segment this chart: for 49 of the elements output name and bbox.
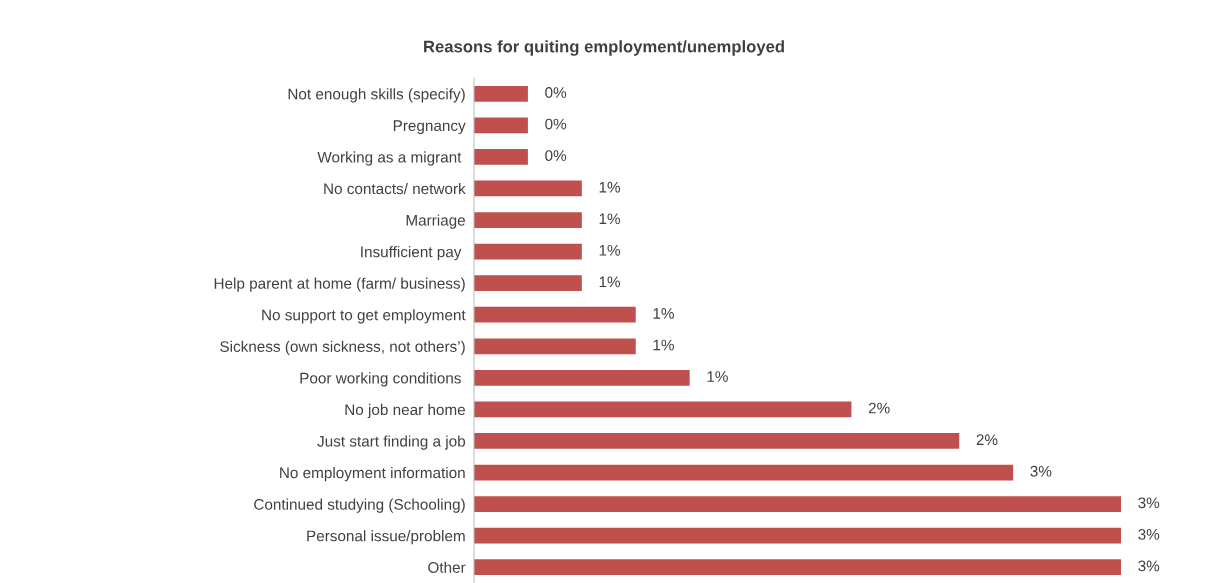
y-tick-label: Personal issue/problem: [307, 530, 465, 545]
y-tick-label: Pregnancy: [393, 120, 466, 135]
bar: [474, 180, 582, 197]
chart-title: Reasons for quiting employment/unemployed: [424, 40, 784, 56]
y-tick-label: No contacts/ network: [324, 182, 466, 195]
bar: [474, 85, 528, 102]
bar: [474, 401, 852, 418]
data-label: 2%: [976, 434, 998, 446]
y-tick-label: No support to get employment: [262, 309, 466, 324]
data-label: 0%: [545, 118, 567, 130]
bar: [474, 433, 960, 449]
data-label: 3%: [1138, 560, 1160, 572]
y-tick-label: Continued studying (Schooling): [254, 498, 465, 513]
bar: [474, 243, 582, 260]
bar: [474, 559, 1121, 576]
data-label: 2%: [868, 402, 890, 414]
bar: [474, 527, 1121, 544]
y-tick-label: Sickness (own sickness, not others’): [220, 340, 465, 355]
data-label: 1%: [599, 213, 621, 225]
bar: [474, 117, 528, 134]
y-tick-label: No job near home: [345, 403, 465, 419]
bar: [474, 149, 528, 165]
bar: [474, 496, 1121, 512]
data-label: 1%: [599, 244, 621, 256]
y-tick-label: Other: [428, 561, 466, 573]
data-label: 1%: [653, 339, 674, 351]
y-tick-label: Working as a migrant: [317, 151, 462, 166]
data-label: 1%: [653, 308, 674, 319]
y-tick-label: Just start finding a job: [317, 435, 466, 450]
data-label: 1%: [707, 371, 728, 382]
data-label: 1%: [599, 181, 621, 193]
y-tick-label: Help parent at home (farm/ business): [214, 277, 465, 292]
data-label: 3%: [1138, 528, 1160, 540]
bar: [474, 369, 690, 386]
data-label: 0%: [545, 87, 567, 98]
bar: [474, 212, 582, 228]
y-tick-label: Poor working conditions: [300, 372, 461, 387]
bar: [474, 306, 636, 323]
y-tick-label: Not enough skills (specify): [288, 88, 465, 103]
y-tick-label: Marriage: [406, 214, 465, 229]
data-label: 1%: [599, 276, 621, 288]
bar: [474, 464, 1014, 481]
data-label: 3%: [1138, 497, 1160, 509]
bar: [474, 275, 582, 292]
y-tick-label: Insufficient pay: [361, 246, 462, 261]
y-tick-label: No employment information: [280, 467, 465, 482]
bar: [474, 338, 636, 355]
data-label: 3%: [1030, 465, 1052, 477]
data-label: 0%: [545, 150, 567, 162]
